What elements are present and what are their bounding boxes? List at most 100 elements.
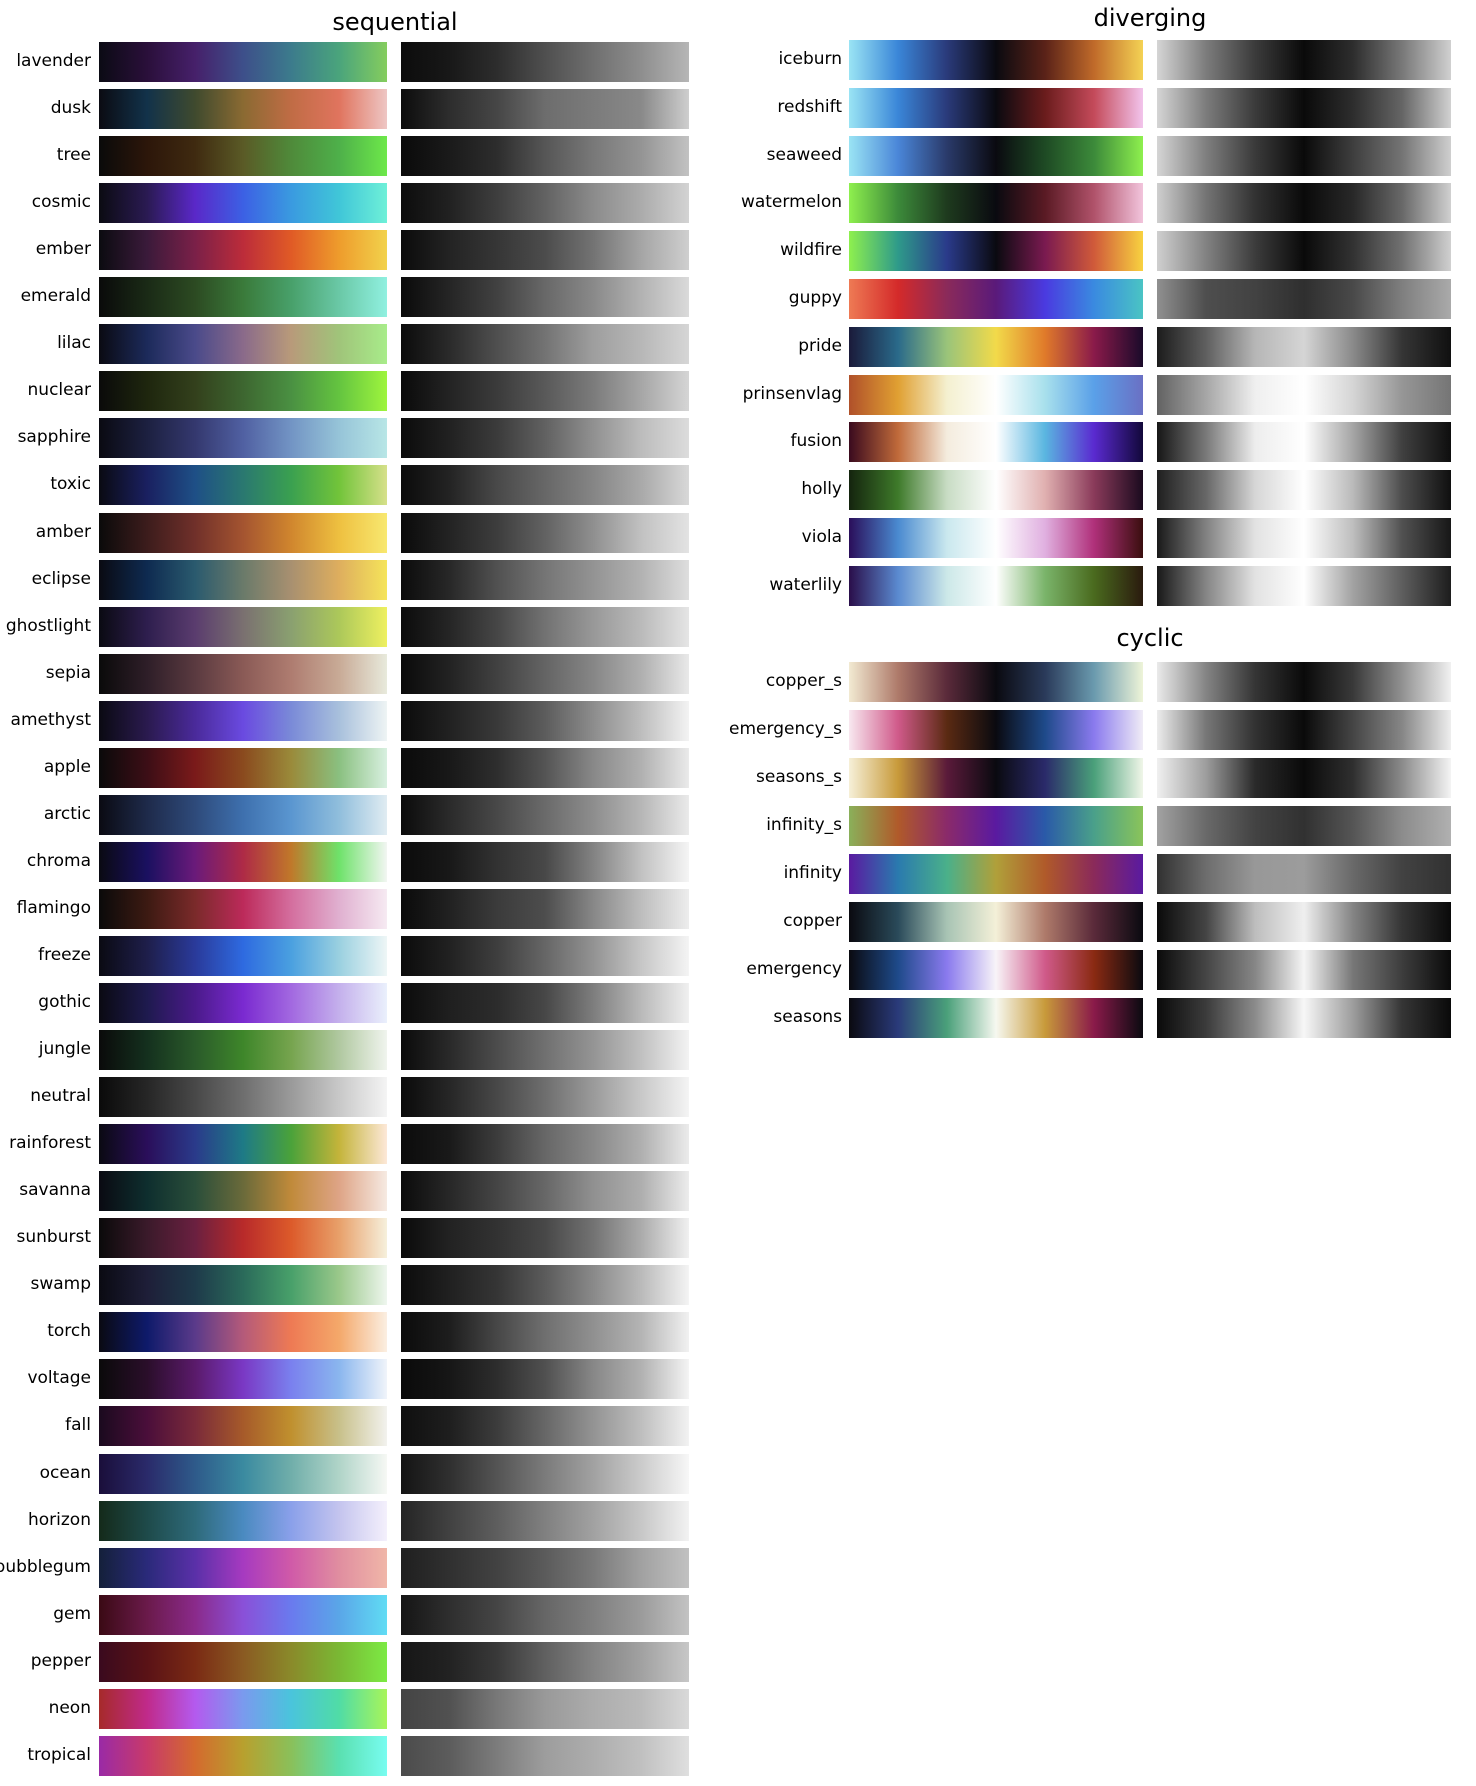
- colormap-label-ocean: ocean: [39, 1462, 91, 1483]
- colormap-label-swamp: swamp: [30, 1274, 91, 1295]
- colormap-bar-pride: [849, 326, 1143, 367]
- colormap-bar-torch: [99, 1312, 387, 1353]
- colormap-bar-gothic: [99, 983, 387, 1023]
- colormap-grayscale-bar-dusk: [401, 89, 689, 130]
- colormap-grayscale-bar-viola: [1157, 518, 1451, 558]
- colormap-bar-cosmic: [99, 183, 387, 224]
- colormap-grayscale-bar-ghostlight: [401, 606, 689, 647]
- colormap-label-horizon: horizon: [28, 1509, 91, 1530]
- colormap-label-emergency-s: emergency_s: [729, 719, 842, 739]
- colormap-grayscale-bar-waterlily: [1157, 565, 1451, 606]
- colormap-grayscale-bar-ocean: [401, 1453, 689, 1494]
- colormap-grayscale-bar-emerald: [401, 277, 689, 318]
- colormap-grayscale-bar-ember: [401, 230, 689, 271]
- colormap-grayscale-bar-jungle: [401, 1030, 689, 1071]
- colormap-label-tree: tree: [56, 145, 91, 166]
- colormap-label-rainforest: rainforest: [9, 1133, 91, 1154]
- colormap-label-freeze: freeze: [38, 944, 91, 965]
- section-title-sequential: sequential: [332, 8, 458, 36]
- colormap-grayscale-bar-holly: [1157, 470, 1451, 511]
- colormap-grayscale-bar-fusion: [1157, 422, 1451, 463]
- colormap-grayscale-bar-fall: [401, 1406, 689, 1447]
- colormap-bar-horizon: [99, 1500, 387, 1541]
- colormap-bar-guppy: [849, 279, 1143, 319]
- colormap-bar-waterlily: [849, 565, 1143, 606]
- colormap-bar-eclipse: [99, 559, 387, 600]
- colormap-grayscale-bar-prinsenvlag: [1157, 374, 1451, 415]
- colormap-grayscale-bar-lavender: [401, 42, 689, 82]
- colormap-bar-emergency-s: [849, 710, 1143, 750]
- colormap-label-ember: ember: [35, 239, 91, 260]
- colormap-grayscale-bar-seasons: [1157, 998, 1451, 1038]
- colormap-label-infinity: infinity: [783, 863, 842, 883]
- colormap-label-dusk: dusk: [50, 98, 91, 119]
- colormap-grayscale-bar-arctic: [401, 794, 689, 835]
- colormap-label-ghostlight: ghostlight: [5, 615, 91, 636]
- colormap-label-amethyst: amethyst: [10, 709, 91, 730]
- colormap-bar-gem: [99, 1594, 387, 1635]
- section-title-diverging: diverging: [1093, 4, 1207, 32]
- colormap-label-seasons-s: seasons_s: [756, 767, 842, 787]
- colormap-bar-freeze: [99, 935, 387, 976]
- colormap-grayscale-bar-iceburn: [1157, 40, 1451, 80]
- colormap-grayscale-bar-rainforest: [401, 1124, 689, 1165]
- colormap-label-guppy: guppy: [788, 288, 842, 308]
- colormap-grayscale-bar-toxic: [401, 465, 689, 506]
- colormap-grayscale-bar-copper: [1157, 902, 1451, 942]
- colormap-grayscale-bar-amber: [401, 512, 689, 553]
- colormap-label-jungle: jungle: [38, 1039, 91, 1060]
- colormap-bar-savanna: [99, 1171, 387, 1212]
- colormap-bar-emergency: [849, 950, 1143, 990]
- colormap-bar-rainforest: [99, 1124, 387, 1165]
- colormap-grayscale-bar-gem: [401, 1594, 689, 1635]
- colormap-label-emergency: emergency: [746, 959, 842, 979]
- colormap-bar-neon: [99, 1688, 387, 1729]
- colormap-grayscale-bar-redshift: [1157, 87, 1451, 128]
- colormap-grayscale-bar-eclipse: [401, 559, 689, 600]
- colormap-label-copper: copper: [783, 911, 842, 931]
- colormap-grayscale-bar-neon: [401, 1688, 689, 1729]
- colormap-label-toxic: toxic: [50, 474, 91, 495]
- colormap-grayscale-bar-guppy: [1157, 279, 1451, 319]
- colormap-label-lavender: lavender: [16, 51, 91, 71]
- colormap-grayscale-bar-voltage: [401, 1359, 689, 1400]
- colormap-label-fall: fall: [65, 1415, 91, 1436]
- colormap-grayscale-bar-emergency: [1157, 950, 1451, 990]
- colormap-label-viola: viola: [801, 527, 842, 547]
- colormap-label-emerald: emerald: [20, 286, 91, 307]
- colormap-label-iceburn: iceburn: [778, 49, 842, 69]
- colormap-grayscale-bar-cosmic: [401, 183, 689, 224]
- colormap-label-gothic: gothic: [38, 992, 91, 1012]
- colormap-label-savanna: savanna: [19, 1180, 91, 1201]
- colormap-label-nuclear: nuclear: [27, 380, 91, 401]
- colormap-bar-seaweed: [849, 135, 1143, 176]
- colormap-bar-arctic: [99, 794, 387, 835]
- colormap-bar-voltage: [99, 1359, 387, 1400]
- colormap-label-infinity-s: infinity_s: [766, 815, 842, 835]
- section-title-cyclic: cyclic: [1116, 624, 1184, 652]
- colormap-label-apple: apple: [43, 756, 91, 777]
- colormap-label-neon: neon: [48, 1697, 91, 1718]
- colormap-label-fusion: fusion: [790, 431, 842, 452]
- colormap-grayscale-bar-pride: [1157, 326, 1451, 367]
- colormap-bar-lavender: [99, 42, 387, 82]
- colormap-bar-iceburn: [849, 40, 1143, 80]
- colormap-label-arctic: arctic: [43, 803, 91, 824]
- colormap-bar-jungle: [99, 1030, 387, 1071]
- colormap-grayscale-bar-horizon: [401, 1500, 689, 1541]
- colormap-grayscale-bar-nuclear: [401, 371, 689, 412]
- colormap-bar-fusion: [849, 422, 1143, 463]
- colormap-bar-apple: [99, 747, 387, 788]
- colormap-grayscale-bar-gothic: [401, 983, 689, 1023]
- colormap-bar-infinity-s: [849, 806, 1143, 846]
- colormap-grayscale-bar-bubblegum: [401, 1547, 689, 1588]
- colormap-grayscale-bar-tropical: [401, 1735, 689, 1776]
- colormap-bar-ember: [99, 230, 387, 271]
- colormap-grayscale-bar-seasons-s: [1157, 758, 1451, 798]
- colormap-bar-sunburst: [99, 1218, 387, 1259]
- colormap-bar-seasons: [849, 998, 1143, 1038]
- colormap-label-eclipse: eclipse: [31, 568, 91, 589]
- colormap-bar-sepia: [99, 653, 387, 694]
- colormap-bar-bubblegum: [99, 1547, 387, 1588]
- colormap-bar-ocean: [99, 1453, 387, 1494]
